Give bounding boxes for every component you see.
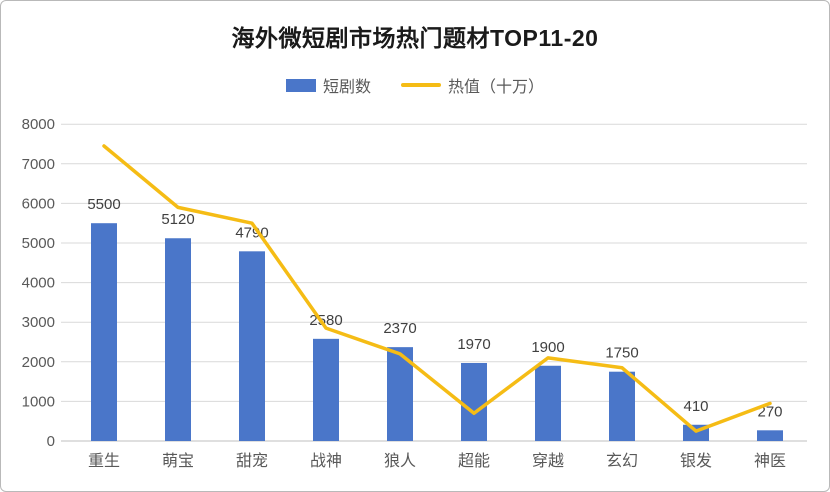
bar-萌宝 bbox=[165, 238, 191, 441]
bar-穿越 bbox=[535, 365, 561, 441]
x-axis-category-label: 银发 bbox=[680, 452, 712, 470]
bar-data-label: 5120 bbox=[161, 211, 194, 228]
legend-label-line-series: 热值（十万） bbox=[448, 79, 545, 96]
bar-data-label: 5500 bbox=[87, 196, 120, 213]
x-axis-category-label: 萌宝 bbox=[162, 452, 194, 470]
x-axis-category-label: 穿越 bbox=[532, 452, 564, 470]
y-axis-tick-label: 7000 bbox=[22, 156, 55, 173]
bar-data-label: 1900 bbox=[531, 339, 564, 356]
y-axis-tick-label: 2000 bbox=[22, 354, 55, 371]
bar-超能 bbox=[461, 362, 487, 441]
legend: 短剧数 热值（十万） bbox=[1, 73, 829, 97]
bar-data-label: 1970 bbox=[457, 336, 490, 353]
y-axis-tick-label: 1000 bbox=[22, 393, 55, 410]
chart-title: 海外微短剧市场热门题材TOP11-20 bbox=[231, 25, 599, 51]
x-axis-category-label: 重生 bbox=[88, 452, 120, 470]
x-axis-category-label: 战神 bbox=[310, 452, 342, 470]
legend-label-bar-series: 短剧数 bbox=[322, 79, 371, 96]
y-axis-tick-label: 4000 bbox=[22, 275, 55, 292]
bar-甜宠 bbox=[239, 251, 265, 441]
legend-item-bar-series: 短剧数 bbox=[285, 73, 371, 97]
x-axis-category-label: 狼人 bbox=[384, 452, 416, 470]
bar-data-label: 1750 bbox=[605, 345, 638, 362]
x-axis-category-label: 神医 bbox=[754, 452, 786, 470]
bar-神医 bbox=[757, 430, 783, 441]
bar-玄幻 bbox=[609, 371, 635, 441]
bar-data-label: 410 bbox=[683, 398, 708, 415]
bar-重生 bbox=[91, 223, 117, 441]
y-axis-tick-label: 3000 bbox=[22, 314, 55, 331]
line-series-path bbox=[102, 144, 772, 433]
y-axis-tick-label: 5000 bbox=[22, 235, 55, 252]
line-series-swatch-icon bbox=[401, 83, 441, 87]
x-axis-category-label: 甜宠 bbox=[236, 452, 268, 470]
x-axis-category-label: 超能 bbox=[458, 452, 490, 470]
y-axis-tick-label: 6000 bbox=[22, 195, 55, 212]
bar-data-label: 2370 bbox=[383, 320, 416, 337]
x-axis-category-label: 玄幻 bbox=[606, 452, 638, 470]
legend-item-line-series: 热值（十万） bbox=[401, 73, 544, 97]
y-axis-tick-label: 0 bbox=[47, 433, 55, 450]
bar-战神 bbox=[313, 338, 339, 441]
bar-series-swatch-icon bbox=[285, 78, 316, 92]
y-axis-tick-label: 8000 bbox=[22, 116, 55, 133]
